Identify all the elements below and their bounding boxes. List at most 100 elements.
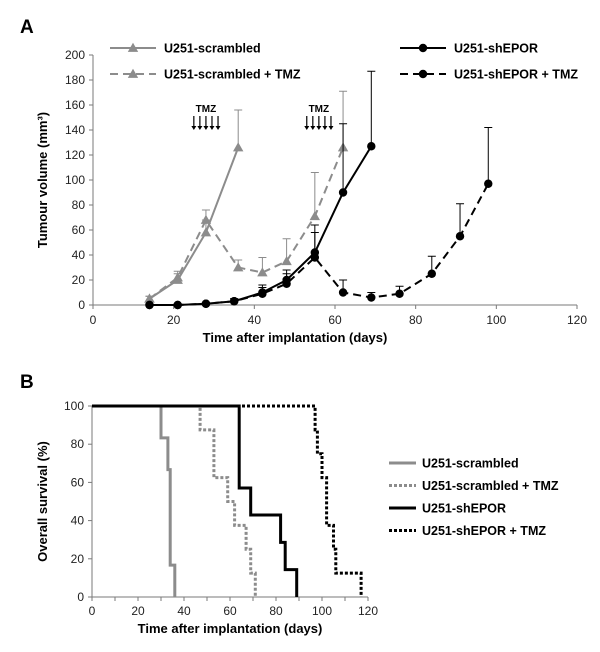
y-tick-label: 180	[65, 73, 85, 87]
x-tick-label: 20	[167, 313, 181, 327]
data-point	[281, 256, 292, 266]
x-axis-title: Time after implantation (days)	[138, 621, 323, 636]
data-point	[257, 267, 268, 277]
data-point	[338, 188, 348, 197]
legend-label: U251-scrambled + TMZ	[164, 68, 301, 82]
dose-arrow-head	[191, 126, 197, 130]
legend-item-3: U251-shEPOR	[400, 42, 538, 56]
x-tick-label: 120	[567, 313, 587, 327]
dose-arrow-head	[316, 126, 322, 130]
data-point	[201, 299, 211, 308]
dose-arrow-head	[215, 126, 221, 130]
legend-label: U251-scrambled + TMZ	[422, 479, 559, 493]
x-tick-label: 60	[328, 313, 342, 327]
data-point	[229, 297, 239, 306]
y-tick-label: 80	[72, 198, 86, 212]
survival-curve-1	[92, 404, 177, 597]
y-tick-label: 100	[65, 173, 85, 187]
x-tick-label: 120	[358, 604, 378, 618]
y-tick-label: 120	[65, 148, 85, 162]
x-tick-label: 0	[89, 604, 96, 618]
legend-item-3: U251-shEPOR	[389, 502, 506, 516]
data-point	[310, 253, 320, 262]
x-tick-label: 40	[177, 604, 191, 618]
y-axis-title: Tumour volume (mm³)	[35, 112, 50, 248]
y-tick-label: 40	[72, 248, 86, 262]
data-point	[173, 300, 182, 310]
x-tick-label: 0	[90, 313, 97, 327]
x-axis-title: Time after implantation (days)	[203, 330, 388, 345]
y-axis-title: Overall survival (%)	[35, 441, 50, 562]
data-point	[367, 293, 376, 302]
x-tick-label: 100	[486, 313, 506, 327]
panel-label-a: A	[20, 17, 34, 38]
annotation-text: TMZ	[196, 104, 217, 115]
x-tick-label: 100	[312, 604, 332, 618]
legend-label: U251-shEPOR	[454, 42, 538, 56]
legend-label: U251-shEPOR	[422, 502, 506, 516]
survival-curve-2	[92, 404, 257, 597]
legend-marker	[127, 42, 139, 52]
series-line	[148, 147, 240, 300]
data-point	[172, 272, 183, 282]
survival-curve-4	[92, 404, 363, 597]
data-point	[484, 179, 493, 188]
data-point	[200, 214, 212, 224]
legend-item-1: U251-scrambled	[389, 457, 519, 471]
legend-item-1: U251-scrambled	[110, 42, 261, 56]
legend-label: U251-shEPOR + TMZ	[454, 68, 578, 82]
legend-item-4: U251-shEPOR + TMZ	[400, 68, 578, 82]
data-point	[200, 227, 212, 237]
annotation-text: TMZ	[309, 104, 330, 115]
panel-label-b: B	[20, 372, 34, 393]
legend-label: U251-shEPOR + TMZ	[422, 524, 546, 538]
dose-arrow-head	[203, 126, 209, 130]
chart-b: B 0 20 40 60 80 100 0 20 40 60 80 100 120 Time after …	[20, 372, 559, 636]
data-point	[367, 142, 376, 151]
y-tick-label: 100	[64, 399, 84, 413]
y-tick-label: 160	[65, 98, 85, 112]
data-point	[282, 279, 291, 288]
series-line	[148, 147, 344, 300]
series-1	[144, 109, 244, 303]
legend-marker	[127, 68, 139, 78]
legend-label: U251-scrambled	[422, 457, 519, 471]
data-point	[233, 142, 244, 152]
dose-arrow-head	[310, 126, 316, 130]
dose-arrow-head	[304, 126, 310, 130]
survival-curve-3	[92, 404, 299, 597]
chart-a: A 0 20 40 60 80 100 120 140 160 180 200 0 20 40 60 80 10…	[20, 17, 587, 345]
data-point	[233, 262, 244, 272]
x-tick-label: 60	[223, 604, 237, 618]
x-tick-label: 80	[269, 604, 283, 618]
y-tick-label: 0	[77, 590, 84, 604]
data-point	[338, 288, 348, 297]
data-point	[258, 289, 267, 298]
tmz-annotation-1: TMZ	[191, 104, 221, 130]
data-point	[145, 300, 154, 310]
y-tick-label: 40	[71, 514, 85, 528]
dose-arrow-head	[322, 126, 328, 130]
x-tick-label: 40	[248, 313, 262, 327]
dose-arrow-head	[209, 126, 215, 130]
legend-item-2: U251-scrambled + TMZ	[110, 68, 301, 82]
data-point	[455, 232, 465, 241]
x-tick-label: 80	[409, 313, 423, 327]
y-tick-label: 80	[71, 437, 85, 451]
data-point	[309, 211, 321, 221]
legend-item-4: U251-shEPOR + TMZ	[389, 524, 546, 538]
y-tick-label: 140	[65, 123, 85, 137]
series-4	[145, 127, 493, 310]
x-tick-label: 20	[131, 604, 145, 618]
legend-label: U251-scrambled	[164, 42, 261, 56]
legend-marker	[418, 69, 428, 79]
y-tick-label: 60	[72, 223, 86, 237]
legend-marker	[418, 43, 428, 53]
data-point	[144, 293, 155, 303]
data-point	[427, 269, 436, 278]
dose-arrow-head	[197, 126, 203, 130]
legend-item-2: U251-scrambled + TMZ	[389, 479, 559, 493]
y-tick-label: 20	[71, 552, 85, 566]
y-tick-label: 20	[72, 273, 86, 287]
y-tick-label: 0	[78, 298, 85, 312]
